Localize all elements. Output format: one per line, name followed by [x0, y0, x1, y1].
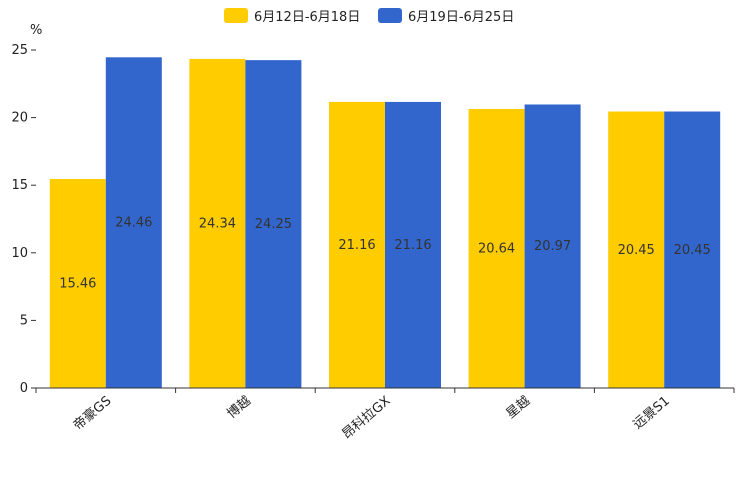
x-category-label: 远景S1: [631, 394, 673, 433]
legend-swatch: [224, 8, 248, 23]
bar: [468, 108, 525, 388]
x-category-label: 星越: [504, 394, 534, 422]
bar-value-label: 24.25: [255, 217, 292, 232]
bar: [329, 101, 385, 388]
bar-value-label: 24.34: [199, 216, 236, 231]
bar: [245, 60, 302, 388]
bar: [189, 58, 246, 389]
legend-label: 6月12日-6月18日: [254, 10, 360, 25]
legend: 6月12日-6月18日 6月19日-6月25日: [224, 8, 514, 25]
bar: [524, 104, 581, 389]
bar-value-label: 21.16: [338, 238, 375, 253]
x-axis: 帝豪GS 博越 昂科拉GX 星越 远景S1: [35, 387, 735, 443]
bar: [49, 178, 106, 388]
y-tick-label: 5: [20, 313, 28, 328]
y-tick-label: 0: [20, 381, 28, 396]
y-tick-label: 25: [11, 43, 28, 58]
y-axis-unit-label: %: [30, 23, 42, 38]
legend-swatch: [378, 8, 402, 23]
x-category-label: 昂科拉GX: [340, 394, 394, 443]
bar: [608, 111, 665, 389]
bar: [664, 111, 721, 389]
bar-value-label: 20.45: [618, 243, 655, 258]
bar-value-label: 21.16: [394, 238, 431, 253]
bar-value-label: 20.97: [534, 239, 571, 254]
bar-value-label: 20.45: [674, 243, 711, 258]
bar: [105, 57, 162, 388]
bar-value-label: 15.46: [59, 276, 96, 291]
bar-value-label: 24.46: [115, 216, 152, 231]
x-category-label: 博越: [224, 394, 254, 422]
legend-label: 6月19日-6月25日: [408, 10, 514, 25]
bar: [385, 101, 441, 388]
bars: 15.46 24.46 24.34 24.25 21.16 21.16 20.64 20.97…: [49, 57, 721, 389]
y-tick-label: 10: [11, 246, 28, 261]
bar-value-label: 20.64: [478, 241, 515, 256]
x-category-label: 帝豪GS: [70, 393, 114, 434]
y-axis: 0 5 10 15 20 25: [11, 43, 36, 396]
y-tick-label: 15: [11, 178, 28, 193]
y-tick-label: 20: [11, 111, 28, 126]
